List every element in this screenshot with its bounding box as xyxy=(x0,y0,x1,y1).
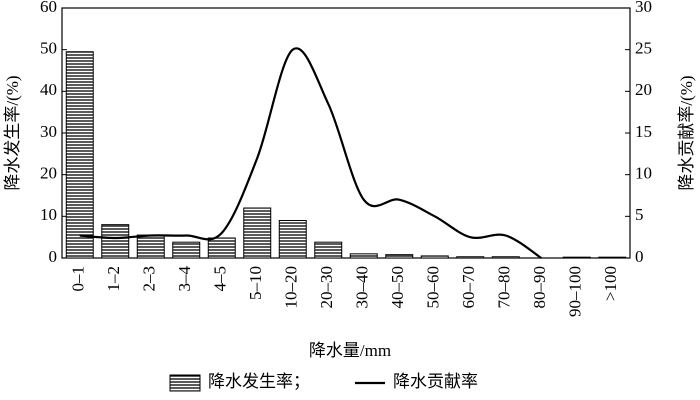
x-tick-label: 80–90 xyxy=(530,266,549,309)
y2-tick-label: 20 xyxy=(635,80,652,99)
y2-tick-label: 0 xyxy=(635,247,644,266)
bar xyxy=(136,234,165,259)
legend-label: 降水贡献率 xyxy=(393,372,478,391)
y-tick-label: 20 xyxy=(40,164,57,183)
bar xyxy=(349,253,378,259)
y-tick-label: 30 xyxy=(40,122,57,141)
bar xyxy=(243,207,272,259)
x-tick-label: 3–4 xyxy=(175,266,194,292)
y-tick-label: 10 xyxy=(40,205,57,224)
y2-axis-label: 降水贡献率/(%) xyxy=(677,75,696,190)
x-tick-label: 20–30 xyxy=(317,266,336,309)
y-tick-label: 60 xyxy=(40,0,57,16)
legend-swatch xyxy=(169,374,201,392)
x-tick-label: >100 xyxy=(601,266,620,301)
x-tick-label: 60–70 xyxy=(459,266,478,309)
bar xyxy=(314,241,343,259)
bar xyxy=(456,256,485,259)
y2-tick-label: 10 xyxy=(635,164,652,183)
y-axis-label: 降水发生率/(%) xyxy=(3,75,22,190)
x-tick-label: 5–10 xyxy=(246,266,265,300)
x-tick-label: 50–60 xyxy=(424,266,443,309)
bar xyxy=(420,255,449,259)
y2-tick-label: 15 xyxy=(635,122,652,141)
x-axis-label: 降水量/mm xyxy=(309,341,391,360)
bar xyxy=(207,237,236,259)
bar xyxy=(491,256,520,259)
x-tick-label: 10–20 xyxy=(282,266,301,309)
x-tick-label: 40–50 xyxy=(388,266,407,309)
x-tick-label: 0–1 xyxy=(69,266,88,292)
bar xyxy=(172,241,201,259)
y-tick-label: 40 xyxy=(40,80,57,99)
x-tick-label: 70–80 xyxy=(495,266,514,309)
y-tick-label: 50 xyxy=(40,39,57,58)
x-tick-label: 1–2 xyxy=(104,266,123,292)
x-tick-label: 90–100 xyxy=(566,266,585,317)
bar xyxy=(598,256,627,259)
bar xyxy=(65,51,94,259)
y2-tick-label: 30 xyxy=(635,0,652,16)
bar xyxy=(385,254,414,259)
bar xyxy=(101,224,130,259)
bar xyxy=(278,220,307,259)
legend-label: 降水发生率； xyxy=(208,372,310,391)
x-tick-label: 30–40 xyxy=(353,266,372,309)
bar xyxy=(562,256,591,259)
y2-tick-label: 25 xyxy=(635,39,652,58)
y2-tick-label: 5 xyxy=(635,205,644,224)
line xyxy=(79,47,542,259)
y-tick-label: 0 xyxy=(49,247,58,266)
x-tick-label: 2–3 xyxy=(140,266,159,292)
plot-frame xyxy=(61,7,631,259)
x-tick-label: 4–5 xyxy=(211,266,230,292)
